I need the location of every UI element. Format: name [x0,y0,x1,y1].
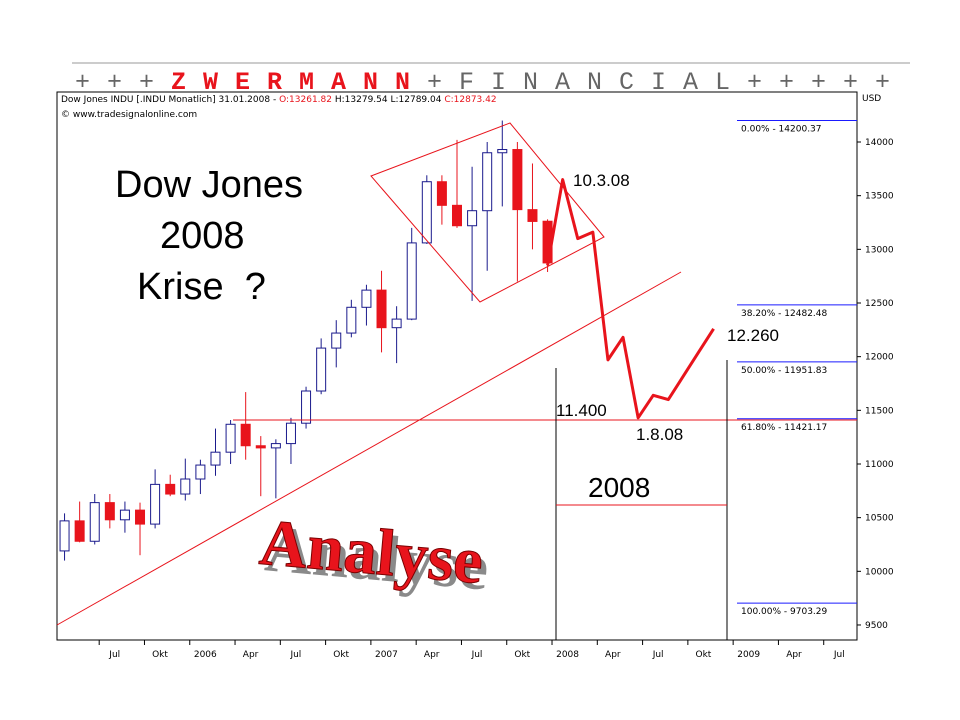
y-tick-label: 13500 [865,192,894,202]
candle-body [74,520,85,542]
candle-body [361,289,372,308]
chart-header: Dow Jones INDU [.INDU Monatlich] 31.01.2… [61,95,497,105]
y-tick-label: 9500 [865,621,888,631]
y-tick-label: 13000 [865,245,894,255]
candle-body [512,149,523,211]
x-tick-label: 2006 [194,650,217,660]
candle-body [497,149,508,154]
currency: USD [862,94,881,104]
y-tick-label: 10000 [865,567,894,577]
forecast-line [546,178,715,420]
y-tick-label: 11500 [865,406,894,416]
candle-body [270,443,281,449]
fib-label: 50.00% - 11951.83 [741,366,827,376]
x-tick-label: Jul [108,650,120,660]
x-tick-label: 2009 [737,650,760,660]
x-tick-label: Okt [696,650,712,660]
title-line: Dow Jones [115,164,303,206]
header-source: © www.tradesignalonline.com [61,110,197,120]
x-tick-label: Okt [333,650,349,660]
candle-body [195,464,206,480]
candle-body [135,509,146,525]
fib-label: 100.00% - 9703.29 [741,607,828,617]
candle-body [421,181,432,244]
x-tick-label: Apr [605,650,621,660]
x-tick-label: Apr [786,650,802,660]
annotation: 1.8.08 [636,425,683,444]
y-tick-label: 12500 [865,299,894,309]
x-tick-label: Okt [514,650,530,660]
fib-label: 61.80% - 11421.17 [741,423,827,433]
candle-body [391,318,402,329]
candle-body [467,210,478,227]
candle-body [331,332,342,349]
y-tick-label: 10500 [865,514,894,524]
x-tick-label: Apr [424,650,440,660]
y-tick-label: 12000 [865,353,894,363]
fib-label: 38.20% - 12482.48 [741,309,828,319]
x-tick-label: Okt [152,650,168,660]
candle-body [104,502,115,521]
x-tick-label: Jul [833,650,845,660]
annotation: 12.260 [727,326,779,345]
candle-body [301,390,312,424]
fib-label: 0.00% - 14200.37 [741,125,822,135]
candle-body [150,483,161,525]
header-instrument: Dow Jones INDU [.INDU Monatlich] 31.01.2… [61,95,276,105]
candle-body [436,181,447,206]
annotation: 10.3.08 [573,171,630,190]
annotation: 2008 [588,472,650,503]
title-line: 2008 [160,215,245,257]
x-tick-label: 2007 [375,650,398,660]
trend-line [56,271,682,626]
header-close: C:12873.42 [444,95,496,105]
candle-body [376,289,387,329]
header-open: O:13261.82 [279,95,332,105]
x-tick-label: Jul [652,650,664,660]
candle-body [165,483,176,495]
candle-body [482,152,493,212]
y-tick-label: 11000 [865,460,894,470]
candle-body [119,509,130,521]
candle-body [285,422,296,445]
candle-body [406,242,417,320]
candle-body [527,209,538,222]
x-tick-label: Jul [289,650,301,660]
candle-body [210,451,221,466]
candle-body [225,423,236,453]
candle-body [255,445,266,449]
candle-body [89,502,100,542]
annotation: 11.400 [556,401,607,420]
title-line: Krise ? [137,266,266,308]
candle-body [59,520,70,552]
candle-body [346,306,357,334]
candle-body [316,347,327,392]
triangle-pattern [370,122,605,303]
x-tick-label: Apr [243,650,259,660]
candle-body [452,204,462,227]
x-tick-label: 2008 [556,650,579,660]
candle-body [240,423,251,447]
candle-body [180,478,191,495]
x-tick-label: Jul [471,650,483,660]
y-tick-label: 14000 [865,138,894,148]
header-high-low: H:13279.54 L:12789.04 [335,95,442,105]
